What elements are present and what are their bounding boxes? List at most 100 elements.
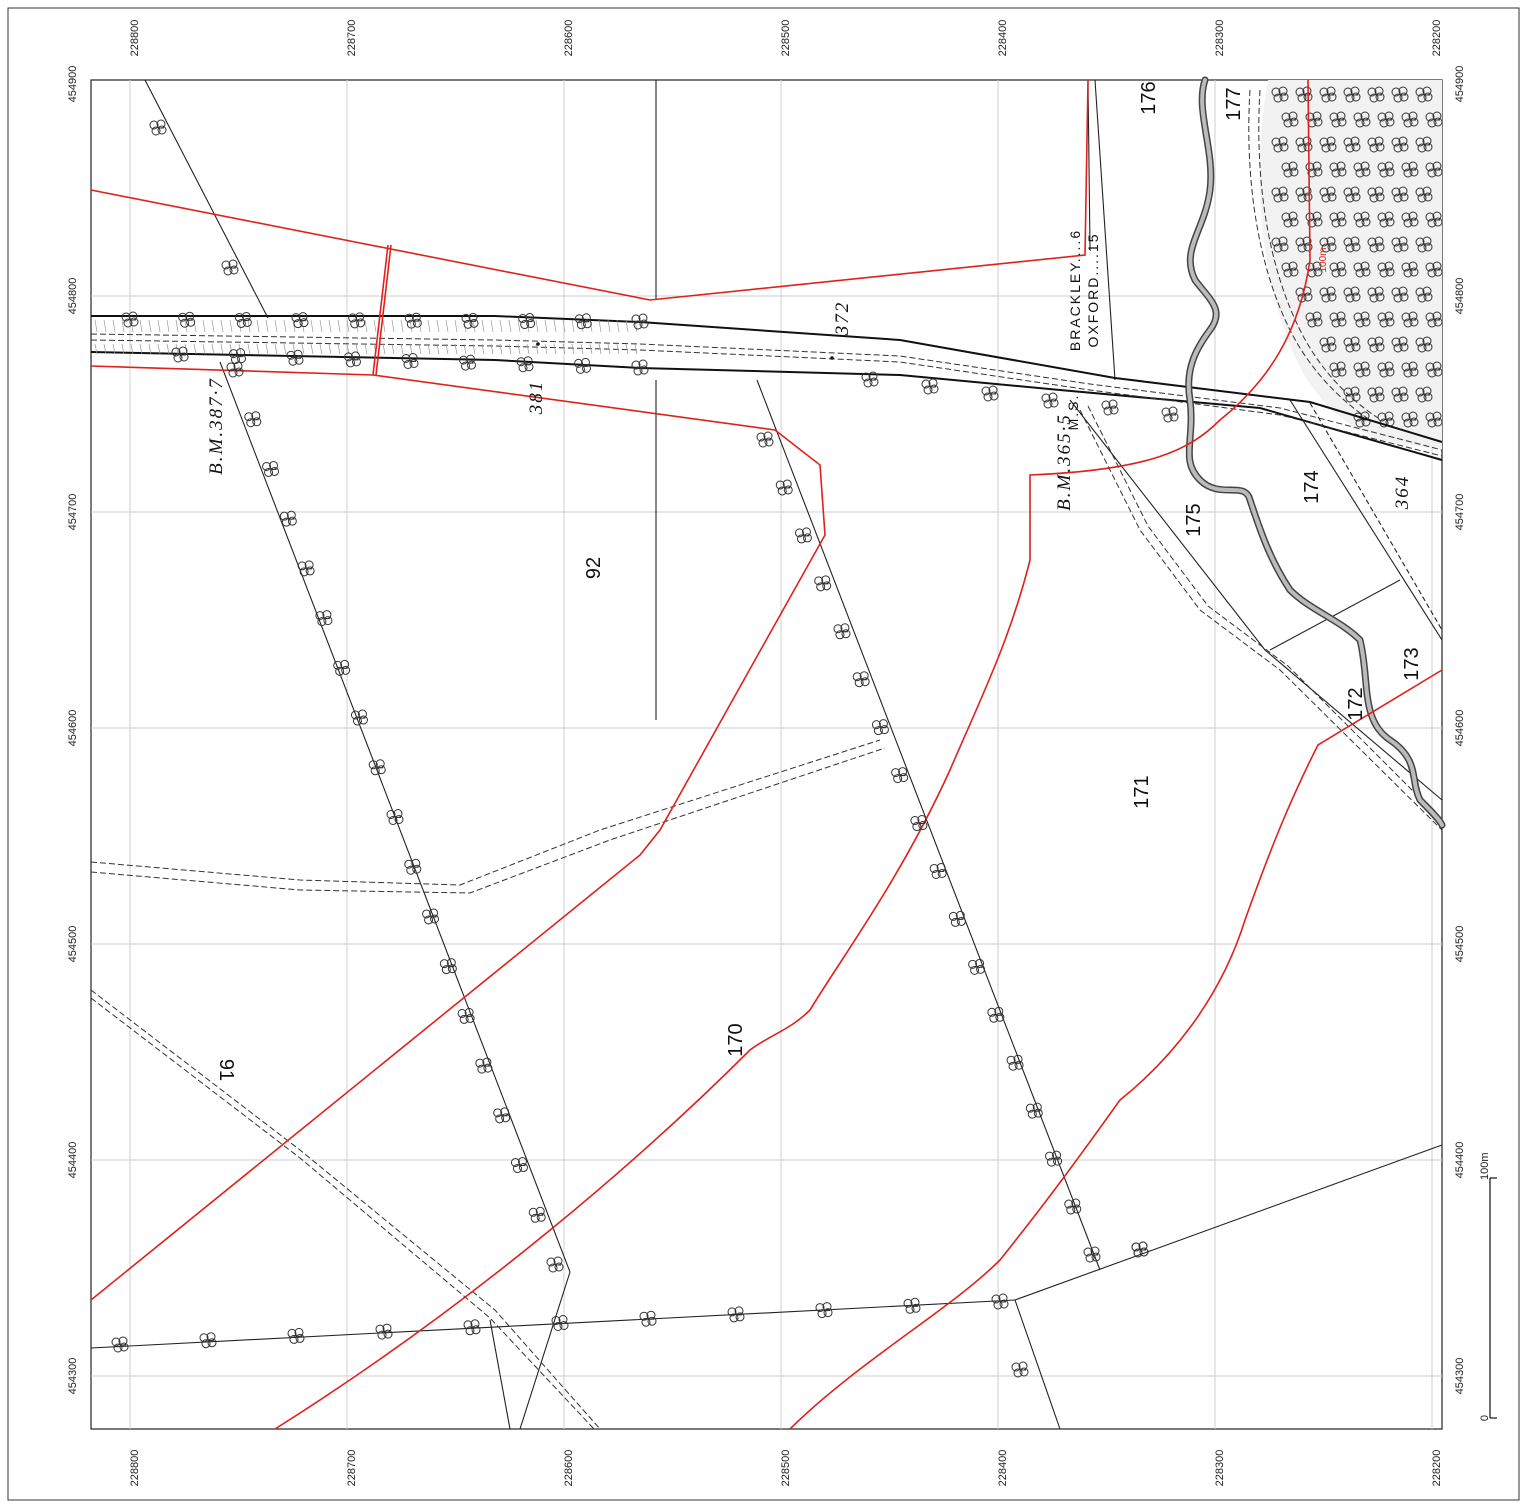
tree-symbol [546,1256,564,1273]
tree-symbol [1305,111,1323,128]
tree-symbol [891,767,909,784]
tree-symbol [1319,236,1337,253]
tree-symbol [574,357,591,374]
tree-symbol [1041,392,1059,409]
hedgerow-trees [111,119,1179,1378]
tree-symbol [286,349,304,366]
main-road [90,315,1443,461]
tree-symbol [551,1315,569,1331]
y-tick-bottom: 228600 [563,1450,575,1487]
tree-symbol [1343,186,1361,203]
tree-symbol [921,378,939,395]
tree-symbol [1083,1246,1101,1263]
map-frame [90,79,1443,1430]
x-tick-right: 454300 [1454,1358,1466,1395]
benchmarks: B.M.387·7 B.M.365·5 [206,377,1075,511]
spot-heights: 381 372 364 [526,301,1413,511]
tree-symbol [1391,336,1409,353]
tree-symbol [1391,186,1409,203]
x-tick-right: 454900 [1454,66,1466,103]
y-tick-bottom: 228200 [1431,1450,1443,1487]
tree-symbol [1401,361,1419,378]
tree-symbol [375,1323,393,1340]
tree-symbol [871,719,889,736]
tree-symbol [1329,211,1347,228]
tree-symbol [262,460,280,477]
tree-symbol [1271,86,1289,103]
tree-symbol [852,671,870,688]
tree-symbol [1377,111,1395,128]
tree-symbol [401,353,419,369]
milestone-brackley: BRACKLEY....6 [1067,229,1083,351]
x-tick-right: 454400 [1454,1142,1466,1179]
dashed-tracks [90,89,1443,1430]
spot-height-364: 364 [1392,475,1413,511]
x-tick-left: 454500 [67,926,79,963]
parcel-91: 91 [215,1059,237,1081]
tree-symbol [1281,161,1299,178]
parcel-numbers: 91 92 170 171 172 173 174 175 176 177 [215,81,1423,1081]
tree-symbol [178,311,196,328]
tree-symbol [1415,136,1433,153]
tree-symbol [1271,236,1289,253]
tree-symbol [574,313,592,330]
tree-symbol [1353,311,1371,328]
tree-symbol [1353,111,1371,128]
tree-symbol [1401,161,1419,178]
tree-symbol [1305,311,1323,328]
tree-symbol [1329,361,1347,378]
benchmark-387: B.M.387·7 [206,377,227,475]
spot-height-dot [536,342,540,346]
tree-symbol [422,908,440,925]
tree-symbol [814,575,832,592]
tree-symbol [1415,336,1433,353]
y-tick-top: 228200 [1431,20,1443,57]
tree-symbol [111,1336,129,1353]
tree-symbol [1415,186,1433,203]
tree-symbol [1353,211,1371,228]
tree-symbol [1377,311,1395,328]
tree-symbol [461,312,479,329]
y-tick-top: 228500 [780,20,792,57]
parcel-175: 175 [1183,503,1205,536]
tree-symbol [1401,261,1419,278]
x-tick-right: 454800 [1454,278,1466,315]
tree-symbol [1425,411,1443,428]
parcel-171: 171 [1131,775,1153,808]
tree-symbol [386,809,404,825]
x-tick-left: 454400 [67,1142,79,1179]
top-y-labels: 228800 228700 228600 228500 228400 22830… [129,20,1443,57]
scale-bar-end: 100m [1479,1152,1491,1180]
spot-height-381: 381 [526,380,547,416]
tree-symbol [1343,286,1361,303]
parcel-92: 92 [583,557,605,579]
y-tick-bottom: 228300 [1214,1450,1226,1487]
scale-bar-start: 0 [1479,1415,1491,1421]
tree-symbol [1401,111,1419,128]
tree-symbol [1377,211,1395,228]
y-tick-top: 228600 [563,20,575,57]
milestone-ms: M.S. [1065,394,1081,431]
tree-symbol [287,1327,305,1344]
tree-symbol [775,479,793,496]
x-tick-right: 454700 [1454,494,1466,531]
tree-symbol [1367,386,1385,403]
tree-symbol [1271,136,1289,153]
x-tick-left: 454700 [67,494,79,531]
tree-symbol [1391,136,1409,153]
tree-symbol [121,311,139,328]
tree-symbol [756,431,774,448]
tree-symbol [1343,336,1361,353]
tree-symbol [1425,211,1443,228]
tree-symbol [1425,311,1443,328]
y-tick-bottom: 228700 [346,1450,358,1487]
contour-label: 100m [1318,247,1329,272]
tree-symbol [226,361,244,378]
tree-symbol [981,385,999,402]
tree-symbol [1131,1241,1149,1258]
tree-symbol [1425,111,1443,128]
tree-symbol [510,1157,528,1174]
tree-symbol [1101,399,1119,416]
tree-symbol [833,623,851,640]
